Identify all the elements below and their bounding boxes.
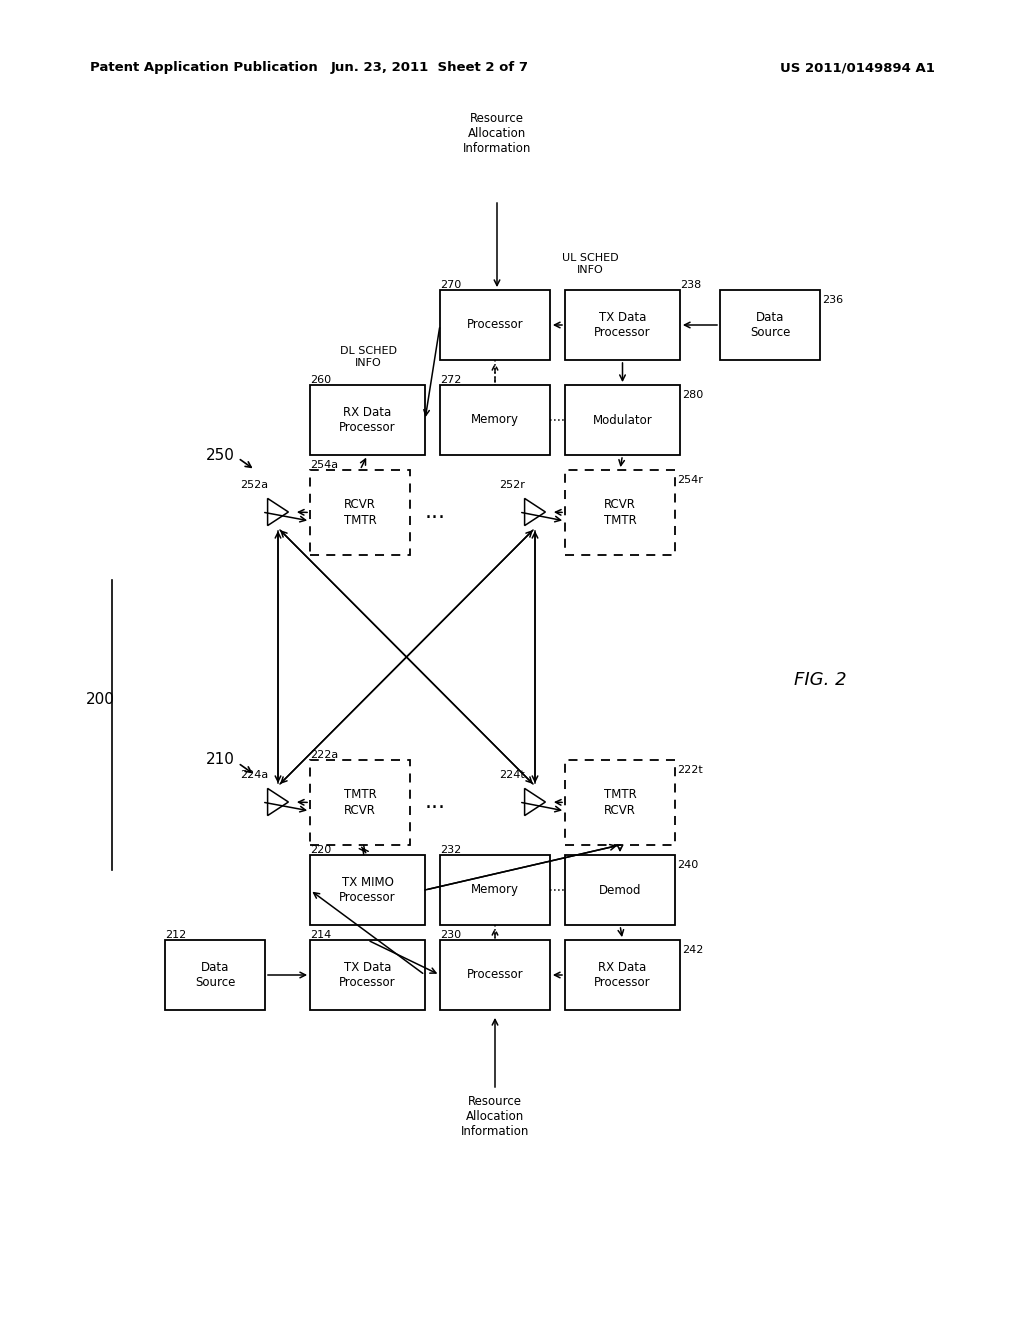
Text: TX MIMO
Processor: TX MIMO Processor (339, 876, 396, 904)
Text: 250: 250 (206, 447, 234, 462)
Text: 236: 236 (822, 294, 843, 305)
Text: 252r: 252r (499, 480, 525, 490)
Text: Data
Source: Data Source (195, 961, 236, 989)
Bar (565, 855, 675, 925)
Text: 254r: 254r (677, 475, 702, 484)
Text: DL SCHED
INFO: DL SCHED INFO (340, 346, 397, 368)
Text: 214: 214 (310, 931, 331, 940)
Text: Resource
Allocation
Information: Resource Allocation Information (461, 1096, 529, 1138)
Text: 270: 270 (440, 280, 461, 290)
Text: 212: 212 (165, 931, 186, 940)
Bar (440, 385, 550, 455)
Text: Processor: Processor (467, 969, 523, 982)
Text: ...: ... (425, 502, 445, 521)
Bar (565, 760, 675, 845)
Text: 224a: 224a (240, 770, 268, 780)
Text: Memory: Memory (471, 413, 519, 426)
Text: TX Data
Processor: TX Data Processor (594, 312, 651, 339)
Bar (310, 385, 425, 455)
Text: RCVR
TMTR: RCVR TMTR (344, 499, 377, 527)
Bar (440, 290, 550, 360)
Bar (310, 940, 425, 1010)
Text: 260: 260 (310, 375, 331, 385)
Text: Memory: Memory (471, 883, 519, 896)
Bar (310, 760, 410, 845)
Text: 210: 210 (206, 752, 234, 767)
Text: 254a: 254a (310, 459, 338, 470)
Text: 242: 242 (682, 945, 703, 954)
Text: TX Data
Processor: TX Data Processor (339, 961, 396, 989)
Text: RX Data
Processor: RX Data Processor (339, 407, 396, 434)
Bar (720, 290, 820, 360)
Text: 272: 272 (440, 375, 462, 385)
Bar (310, 470, 410, 554)
Text: TMTR
RCVR: TMTR RCVR (603, 788, 636, 817)
Text: 240: 240 (677, 861, 698, 870)
Text: 220: 220 (310, 845, 331, 855)
Text: 224t: 224t (500, 770, 525, 780)
Text: Demod: Demod (599, 883, 641, 896)
Bar (165, 940, 265, 1010)
Text: Patent Application Publication: Patent Application Publication (90, 62, 317, 74)
Bar (310, 855, 425, 925)
Text: 232: 232 (440, 845, 461, 855)
Text: 252a: 252a (240, 480, 268, 490)
Text: 230: 230 (440, 931, 461, 940)
Text: FIG. 2: FIG. 2 (794, 671, 846, 689)
Text: Modulator: Modulator (593, 413, 652, 426)
Text: 238: 238 (680, 280, 701, 290)
Text: RX Data
Processor: RX Data Processor (594, 961, 651, 989)
Text: 280: 280 (682, 389, 703, 400)
Text: ...: ... (425, 792, 445, 812)
Text: Data
Source: Data Source (750, 312, 791, 339)
Text: Processor: Processor (467, 318, 523, 331)
Text: 222a: 222a (310, 750, 338, 760)
Text: UL SCHED
INFO: UL SCHED INFO (562, 253, 618, 275)
Bar (565, 385, 680, 455)
Bar (565, 940, 680, 1010)
Text: US 2011/0149894 A1: US 2011/0149894 A1 (780, 62, 935, 74)
Text: RCVR
TMTR: RCVR TMTR (603, 499, 636, 527)
Bar (565, 470, 675, 554)
Text: TMTR
RCVR: TMTR RCVR (344, 788, 377, 817)
Bar (565, 290, 680, 360)
Bar (440, 855, 550, 925)
Text: 200: 200 (86, 693, 115, 708)
Text: Jun. 23, 2011  Sheet 2 of 7: Jun. 23, 2011 Sheet 2 of 7 (331, 62, 529, 74)
Text: 222t: 222t (677, 766, 702, 775)
Bar (440, 940, 550, 1010)
Text: Resource
Allocation
Information: Resource Allocation Information (463, 112, 531, 154)
